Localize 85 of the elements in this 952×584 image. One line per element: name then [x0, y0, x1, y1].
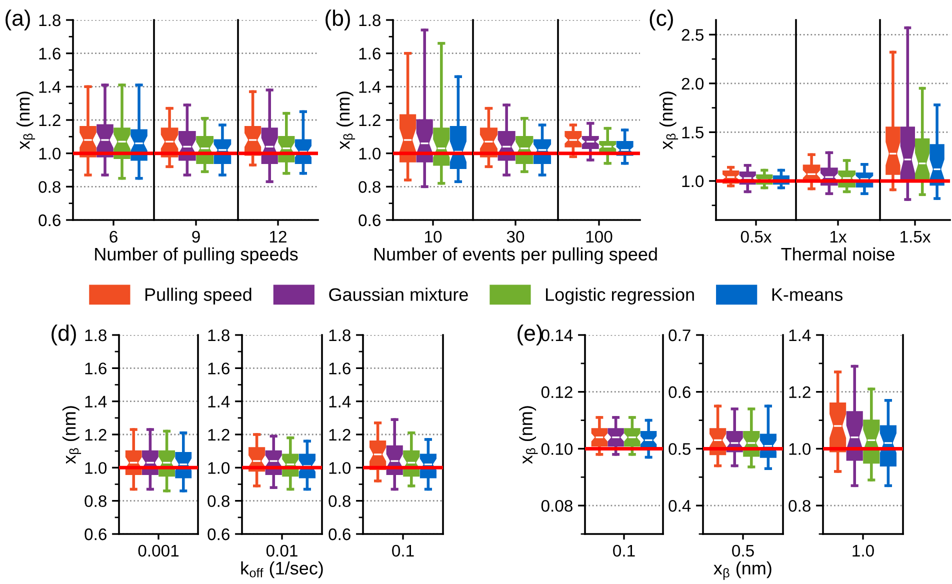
y-tick-label: 0.8	[358, 181, 380, 193]
y-tick-label: 1.6	[329, 362, 350, 374]
y-tick-label: 0.6	[84, 528, 106, 540]
y-tick-label: 1.2	[789, 386, 810, 398]
y-tick-label: 0.8	[208, 495, 230, 508]
y-tick-label: 1.8	[85, 329, 106, 342]
y-tick-label: 1.2	[329, 428, 350, 441]
x-tick-label: 30	[506, 230, 524, 243]
y-tick-label: 1.6	[359, 48, 380, 60]
x-tick-label: 0.5x	[740, 230, 772, 243]
y-tick-label: 1.8	[39, 14, 60, 26]
y-tick-label: 1.6	[39, 48, 60, 60]
y-tick-label: 1.4	[359, 81, 381, 93]
x-tick-label: 0.1	[613, 544, 635, 557]
y-axis-title: x$_{β}$ (nm)	[62, 406, 82, 464]
y-tick-label: 1.0	[208, 462, 230, 474]
y-tick-label: 1.4	[329, 396, 351, 408]
x-tick-label: 0.01	[266, 544, 298, 557]
y-tick-label: 0.14	[541, 329, 573, 342]
y-tick-label: 0.6	[668, 386, 690, 398]
legend-label: Logistic regression	[546, 288, 694, 305]
chart-title: (e)	[518, 324, 542, 346]
y-tick-label: 1.2	[39, 114, 60, 126]
y-tick-label: 1.4	[208, 396, 230, 408]
x-tick-label: 1.0	[852, 544, 874, 557]
y-tick-label: 1.0	[359, 148, 381, 160]
y-tick-label: 1.0	[85, 462, 107, 474]
chart-title: (c)	[650, 10, 673, 30]
legend-label: Pulling speed	[145, 288, 252, 305]
x-tick-label: 0.001	[138, 544, 179, 557]
y-tick-label: 1.0	[39, 148, 61, 160]
y-tick-label: 0.12	[541, 386, 572, 398]
y-tick-label: 1.2	[359, 114, 380, 126]
y-tick-label: 0.8	[38, 181, 60, 193]
y-axis-title: x$_{β}$ (nm)	[519, 406, 538, 464]
y-tick-label: 0.8	[328, 495, 350, 508]
legend-label: K-means	[772, 288, 842, 301]
y-axis-title: x$_{β}$ (nm)	[659, 92, 678, 150]
y-tick-label: 1.5	[682, 126, 704, 138]
y-tick-label: 0.8	[84, 495, 106, 508]
x-axis-title: k$_{off}$ (1/sec)	[241, 561, 323, 578]
y-axis-title: x$_{β}$ (nm)	[336, 92, 356, 150]
y-tick-label: 1.2	[208, 428, 230, 441]
x-tick-label: 1x	[830, 231, 847, 242]
y-tick-label: 1.4	[39, 81, 61, 93]
y-tick-label: 1.4	[789, 330, 811, 342]
x-tick-label: 0.1	[392, 544, 414, 557]
y-tick-label: 1.8	[359, 14, 380, 26]
chart-title: (d)	[52, 324, 76, 346]
y-tick-label: 0.8	[788, 500, 810, 512]
chart-title: (b)	[326, 10, 350, 30]
y-tick-label: 0.7	[668, 329, 690, 342]
x-tick-label: 0.5	[732, 544, 754, 557]
y-tick-label: 1.8	[208, 329, 230, 342]
y-tick-label: 1.6	[85, 362, 106, 374]
y-tick-label: 1.2	[85, 428, 106, 441]
y-tick-label: 0.6	[38, 214, 60, 226]
x-axis-title: Number of pulling speeds	[95, 247, 298, 264]
x-tick-label: 12	[270, 230, 286, 242]
y-tick-label: 0.5	[668, 443, 690, 455]
x-tick-label: 1.5x	[900, 231, 931, 243]
y-tick-label: 1.0	[682, 175, 704, 188]
y-tick-label: 1.4	[85, 396, 107, 408]
y-axis-title: x$_{β}$ (nm)	[16, 92, 36, 150]
legend-label: Gaussian mixture	[329, 288, 468, 301]
y-tick-label: 0.6	[328, 528, 350, 540]
y-tick-label: 0.6	[358, 214, 380, 226]
x-axis-title: x$_{β}$ (nm)	[714, 561, 772, 580]
y-tick-label: 2.5	[682, 29, 704, 41]
y-tick-label: 1.0	[789, 443, 811, 455]
y-tick-label: 1.0	[329, 462, 351, 474]
x-tick-label: 100	[586, 230, 612, 243]
y-tick-label: 0.6	[208, 528, 230, 540]
y-tick-label: 0.08	[541, 500, 572, 512]
x-tick-label: 9	[192, 230, 200, 243]
y-tick-label: 0.10	[541, 443, 573, 455]
y-tick-label: 2.0	[682, 78, 704, 90]
y-tick-label: 1.8	[329, 329, 350, 342]
chart-title: (a)	[6, 10, 30, 30]
x-tick-label: 6	[110, 230, 118, 243]
x-axis-title: Number of events per pulling speed	[374, 247, 657, 264]
y-tick-label: 1.6	[208, 362, 230, 374]
y-tick-label: 0.4	[668, 500, 691, 512]
x-tick-label: 10	[425, 230, 442, 243]
x-axis-title: Thermal noise	[781, 247, 894, 261]
